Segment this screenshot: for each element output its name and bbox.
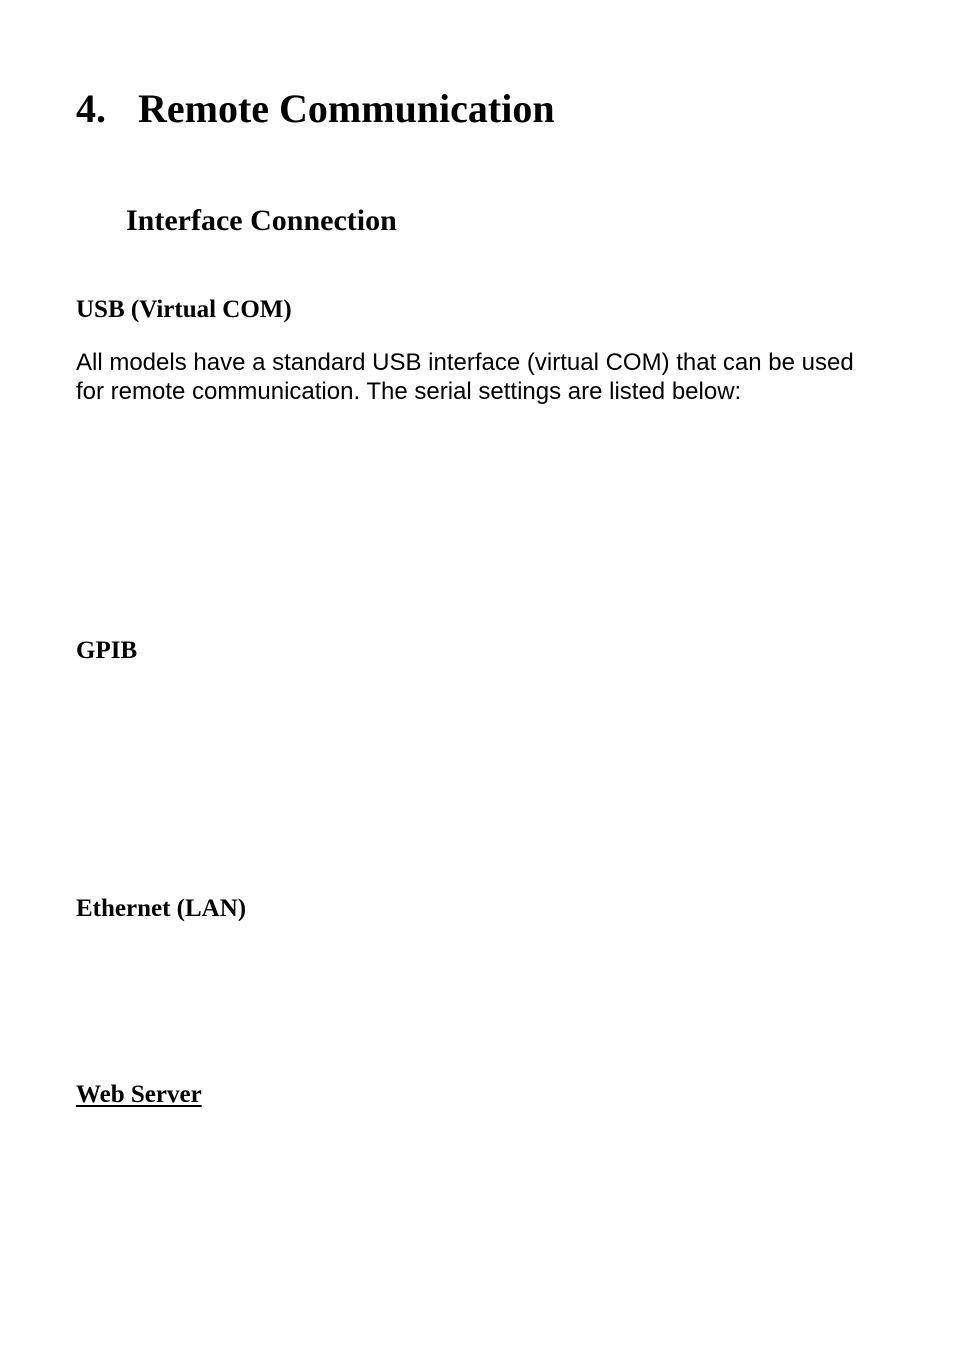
- chapter-title: 4. Remote Communication: [76, 85, 878, 132]
- ethernet-heading: Ethernet (LAN): [76, 895, 878, 923]
- ethernet-block: Ethernet (LAN): [76, 895, 878, 923]
- webserver-heading: Web Server: [76, 1081, 878, 1109]
- webserver-block: Web Server: [76, 1081, 878, 1109]
- section-title: Interface Connection: [126, 204, 878, 238]
- gpib-block: GPIB: [76, 637, 878, 665]
- usb-heading: USB (Virtual COM): [76, 296, 878, 324]
- chapter-number: 4.: [76, 85, 106, 132]
- chapter-title-text: Remote Communication: [138, 86, 555, 131]
- usb-block: USB (Virtual COM) All models have a stan…: [76, 296, 878, 407]
- usb-body-text: All models have a standard USB interface…: [76, 348, 878, 407]
- gpib-heading: GPIB: [76, 637, 878, 665]
